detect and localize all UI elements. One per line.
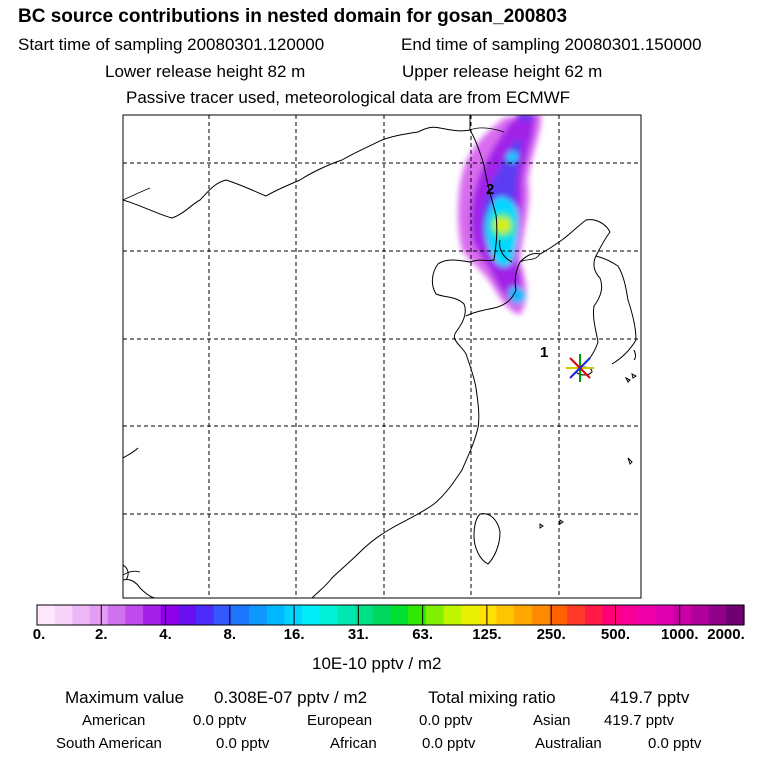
colorbar-tick-label: 250. [536,626,566,643]
colorbar-cell [567,605,586,625]
total-mixing-value: 419.7 pptv [610,688,690,707]
african-label: African [330,735,377,752]
colorbar-tick-label: 2000. [707,626,745,643]
colorbar-cell [637,605,657,625]
colorbar-tick-label: 4. [159,626,172,643]
colorbar-cell [408,605,427,625]
colorbar-cell [90,605,109,625]
colorbar-cell [549,605,568,625]
colorbar-cell [213,605,233,625]
australian-value: 0.0 pptv [648,735,702,752]
colorbar-cell [302,605,321,625]
colorbar-units: 10E-10 pptv / m2 [312,654,442,673]
asian-value: 419.7 pptv [604,712,675,729]
colorbar-cell [478,605,498,625]
colorbar-cell [708,605,727,625]
european-value: 0.0 pptv [419,712,473,729]
australian-label: Australian [535,735,602,752]
map-frame [122,114,642,599]
colorbar-cell [178,605,197,625]
south-american-value: 0.0 pptv [216,735,270,752]
colorbar-cell [249,605,268,625]
colorbar-cell [284,605,303,625]
colorbar-tick-label: 125. [472,626,502,643]
coastlines [123,115,637,598]
colorbar-cell [514,605,533,625]
colorbar-cell [143,605,162,625]
colorbar-cell [125,605,144,625]
colorbar-cell [160,605,180,625]
colorbar-cell [584,605,604,625]
colorbar-cell [726,605,745,625]
colorbar-cell [54,605,73,625]
colorbar-tick-label: 2. [95,626,108,643]
colorbar-cell [390,605,409,625]
colorbar-tick-label: 0. [32,626,46,643]
colorbar-cell [231,605,250,625]
colorbar-cell [443,605,462,625]
south-american-label: South American [56,735,162,752]
end-time: End time of sampling 20080301.150000 [401,35,702,54]
max-value: 0.308E-07 pptv / m2 [214,688,368,707]
colorbar-cell [690,605,710,625]
colorbar-cell [673,605,692,625]
colorbar-cell [37,605,56,625]
star-marker-icon [566,354,594,382]
start-time: Start time of sampling 20080301.120000 [18,35,325,54]
country-borders [123,127,541,576]
colorbar-tick-label: 63. [412,626,434,643]
african-value: 0.0 pptv [422,735,476,752]
colorbar-cell [602,605,621,625]
colorbar-cell [496,605,515,625]
colorbar-cell [655,605,674,625]
colorbar-cell [337,605,356,625]
colorbar-cell [355,605,374,625]
colorbar-cell [425,605,445,625]
colorbar-cell [531,605,551,625]
total-mixing-label: Total mixing ratio [428,688,556,707]
lower-release-height: Lower release height 82 m [105,62,306,81]
colorbar-cell [72,605,91,625]
colorbar-tick-label: 8. [223,626,237,643]
plot-title: BC source contributions in nested domain… [18,6,568,27]
colorbar-tick-label: 1000. [660,626,699,643]
tracer-note: Passive tracer used, meteorological data… [126,88,571,107]
colorbar-tick-label: 31. [347,626,369,643]
max-value-label: Maximum value [65,688,185,707]
american-value: 0.0 pptv [193,712,247,729]
colorbar-tick-label: 16. [283,626,305,643]
colorbar-cell [196,605,215,625]
colorbar-cell [620,605,639,625]
upper-release-height: Upper release height 62 m [402,62,603,81]
european-label: European [307,712,373,729]
asian-label: Asian [533,712,571,729]
colorbar-cell [107,605,126,625]
colorbar-tick-label: 500. [600,626,631,643]
colorbar-cell [319,605,339,625]
colorbar-cell [461,605,480,625]
label-1: 1 [540,344,548,361]
grid-lines [123,115,641,598]
colorbar-cell [266,605,286,625]
label-2: 2 [486,181,494,198]
colorbar-cell [372,605,392,625]
american-label: American [82,712,146,729]
